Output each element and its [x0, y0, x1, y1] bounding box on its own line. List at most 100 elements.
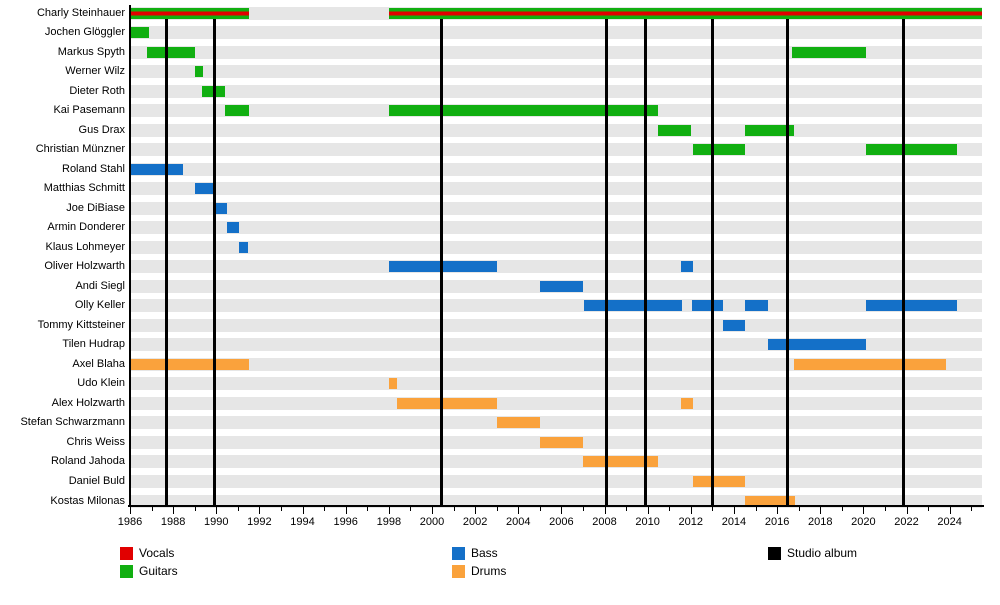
member-tenure-bar: [397, 397, 497, 409]
x-axis-major-tick: [431, 507, 433, 514]
x-axis-minor-tick: [755, 507, 757, 511]
x-axis-major-tick: [820, 507, 822, 514]
x-axis-major-tick: [388, 507, 390, 514]
row-band: [130, 45, 982, 59]
x-axis-minor-tick: [539, 507, 541, 511]
x-axis-tick-label: 2016: [764, 516, 790, 528]
x-axis-major-tick: [949, 507, 951, 514]
x-axis-tick-label: 2010: [635, 516, 660, 528]
row-band: [130, 416, 982, 430]
member-tenure-bar: [194, 183, 215, 195]
member-tenure-bar: [744, 124, 795, 136]
x-axis-tick-label: 2012: [678, 516, 704, 528]
x-axis-tick-label: 2006: [549, 516, 574, 528]
row-band: [130, 299, 982, 313]
member-name: Klaus Lohmeyer: [45, 240, 126, 253]
x-axis-minor-tick: [410, 507, 412, 511]
member-tenure-bar-vocals-guitars: [131, 7, 249, 19]
row-band: [130, 474, 982, 488]
x-axis-major-tick: [130, 507, 131, 514]
member-name: Roland Stahl: [62, 162, 125, 175]
member-tenure-bar: [658, 124, 691, 136]
member-name: Matthias Schmitt: [43, 182, 125, 195]
legend-swatch: [452, 565, 465, 578]
row-band: [130, 182, 982, 196]
x-axis-major-tick: [561, 507, 563, 514]
legend-label: Drums: [471, 564, 507, 578]
row-band: [130, 65, 982, 79]
member-name: Udo Klein: [77, 377, 125, 390]
row-band: [130, 455, 982, 469]
member-name: Werner Wilz: [65, 65, 125, 78]
member-name: Kostas Milonas: [50, 494, 125, 507]
legend-swatch: [452, 547, 465, 560]
member-tenure-bar: [224, 105, 249, 117]
member-tenure-bar: [238, 241, 248, 253]
studio-album-line: [212, 19, 216, 507]
member-name: Jochen Glöggler: [44, 26, 125, 39]
member-tenure-bar: [131, 27, 150, 39]
x-axis-tick-label: 1992: [247, 516, 272, 528]
member-tenure-bar: [539, 280, 583, 292]
row-band: [130, 260, 982, 274]
x-axis-minor-tick: [151, 507, 153, 511]
member-name: Christian Münzner: [35, 143, 125, 156]
legend-label: Guitars: [139, 564, 178, 578]
x-axis-major-tick: [863, 507, 865, 514]
x-axis-major-tick: [475, 507, 477, 514]
member-tenure-bar: [584, 300, 683, 312]
member-name: Joe DiBiase: [66, 201, 125, 214]
x-axis-minor-tick: [367, 507, 369, 511]
row-band: [130, 201, 982, 215]
x-axis-minor-tick: [841, 507, 843, 511]
x-axis-minor-tick: [582, 507, 584, 511]
x-axis-minor-tick: [496, 507, 498, 511]
x-axis-tick-label: 2020: [851, 516, 876, 528]
member-tenure-bar: [496, 417, 540, 429]
x-axis-tick-label: 1998: [376, 516, 402, 528]
member-tenure-bar: [681, 261, 693, 273]
x-axis-tick-label: 2014: [721, 516, 747, 528]
x-axis-minor-tick: [237, 507, 239, 511]
member-tenure-bar: [768, 339, 866, 351]
member-tenure-bar: [723, 319, 745, 331]
row-band: [130, 162, 982, 176]
member-tenure-bar: [692, 144, 745, 156]
member-tenure-bar: [388, 105, 659, 117]
x-axis-major-tick: [777, 507, 779, 514]
legend-label: Studio album: [787, 546, 858, 560]
x-axis-tick-label: 2022: [894, 516, 919, 528]
x-axis-minor-tick: [669, 507, 671, 511]
x-axis-minor-tick: [453, 507, 455, 511]
plot-area: Charly Steinhauer Jochen Glöggler Markus S…: [20, 5, 984, 528]
studio-album-line: [605, 19, 609, 507]
x-axis-tick-label: 2000: [419, 516, 445, 528]
x-axis-tick-label: 1996: [333, 516, 358, 528]
x-axis-minor-tick: [884, 507, 886, 511]
x-axis-minor-tick: [712, 507, 714, 511]
studio-album-line: [440, 19, 444, 507]
member-tenure-bar: [792, 46, 866, 58]
x-axis-minor-tick: [324, 507, 326, 511]
member-tenure-bar: [744, 495, 796, 507]
x-axis-tick-label: 2018: [807, 516, 833, 528]
x-axis-tick-label: 2004: [506, 516, 531, 528]
studio-album-line: [644, 19, 647, 507]
member-tenure-bar: [388, 378, 398, 390]
member-name: Alex Holzwarth: [51, 396, 125, 409]
x-axis-tick-label: 2008: [592, 516, 617, 528]
member-tenure-bar: [194, 66, 204, 78]
member-name: Oliver Holzwarth: [44, 260, 125, 273]
x-axis-major-tick: [690, 507, 692, 514]
studio-album-line: [165, 19, 169, 507]
x-axis-line: [128, 505, 984, 507]
x-axis-major-tick: [259, 507, 261, 514]
member-tenure-bar: [691, 300, 724, 312]
row-band: [130, 221, 982, 235]
row-band: [130, 396, 982, 410]
member-name: Roland Jahoda: [50, 455, 125, 468]
x-axis-major-tick: [647, 507, 649, 514]
legend-label: Bass: [471, 546, 498, 560]
x-axis-major-tick: [604, 507, 606, 514]
x-axis-minor-tick: [280, 507, 282, 511]
